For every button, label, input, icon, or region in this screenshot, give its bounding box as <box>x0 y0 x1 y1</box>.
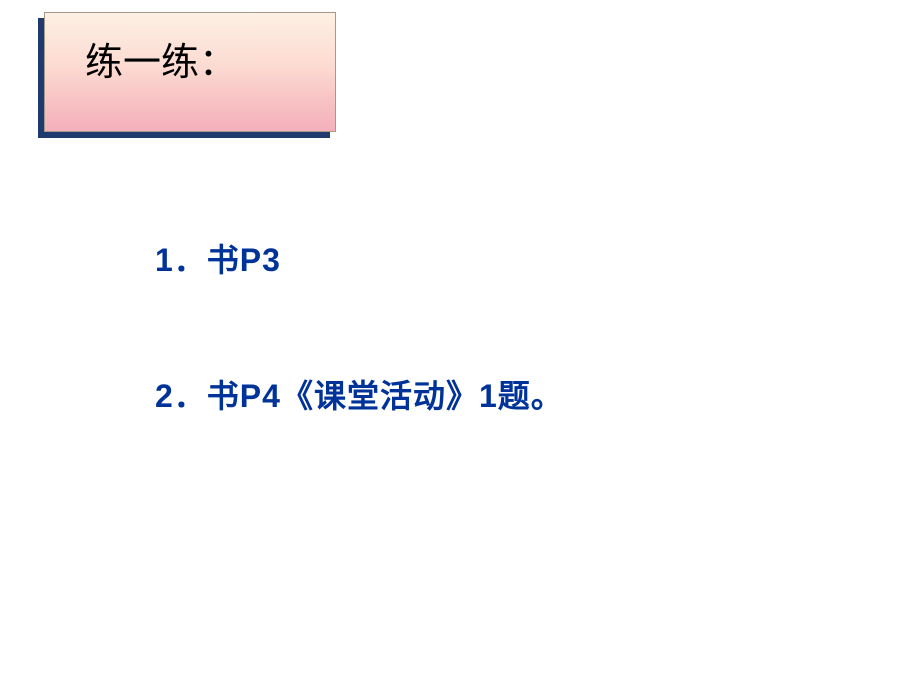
list-item: 1．书P3 <box>155 235 855 281</box>
list-item: 2．书P4《课堂活动》1题。 <box>155 371 855 417</box>
content-area: 1．书P3 2．书P4《课堂活动》1题。 <box>155 235 855 507</box>
header-title: 练一练： <box>85 31 237 86</box>
header-box: 练一练： <box>38 12 336 138</box>
header-front: 练一练： <box>44 12 336 132</box>
